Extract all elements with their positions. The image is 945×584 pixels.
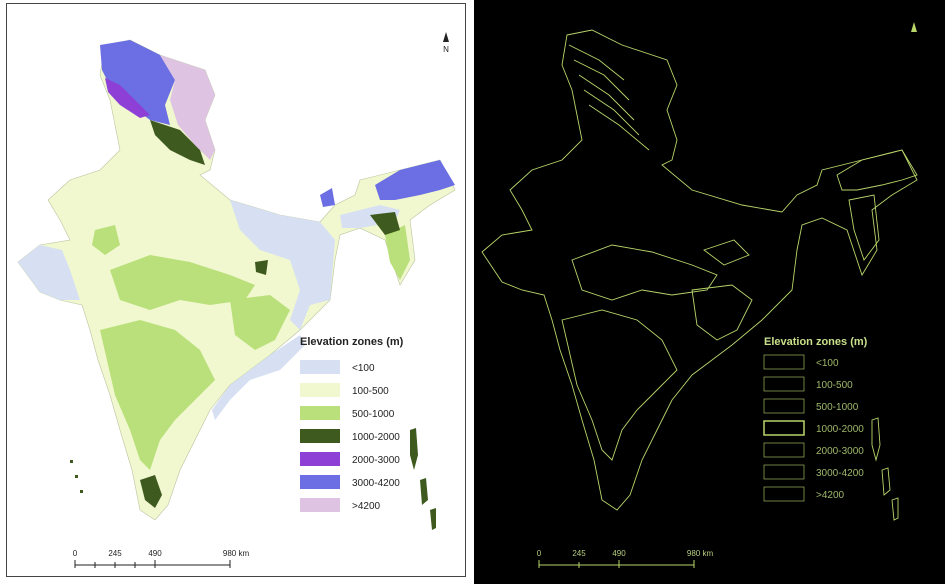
legend-label-1: 100-500 <box>816 380 853 391</box>
legend-label-6: >4200 <box>352 501 381 512</box>
zone-gt4200-ladakh <box>160 55 215 160</box>
zone-2000-3000-jk <box>105 78 150 118</box>
zone-500-1000-east <box>230 295 290 350</box>
zone-500-1000-central <box>110 255 255 310</box>
elevation-map-panel: N Elevation zones (m) <100 100-500 500-100… <box>0 0 470 584</box>
legend-label-0: <100 <box>816 358 839 369</box>
legend-label-4: 2000-3000 <box>816 446 864 457</box>
legend-label-2: 500-1000 <box>352 409 395 420</box>
zone-500-1000-deccan <box>100 320 215 470</box>
andaman-islands <box>410 428 436 530</box>
edge-map-panel: Elevation zones (m) <100 100-500 500-1000 1… <box>474 0 945 584</box>
edge-scale-tick-0: 0 <box>537 549 542 558</box>
legend-swatch-3 <box>763 420 805 436</box>
zone-lt100-west <box>18 245 80 300</box>
scale-tick-2: 490 <box>148 549 162 558</box>
zone-lt100-southcoast <box>212 335 305 420</box>
legend: <100 100-500 500-1000 1000-2000 2000-3000 300… <box>300 360 400 512</box>
scale-tick-1: 245 <box>108 549 122 558</box>
legend-label-2: 500-1000 <box>816 402 859 413</box>
legend-swatch-0 <box>763 354 805 370</box>
zone-3000-4200-sikkim <box>320 188 335 207</box>
zone-lt100-east <box>230 200 335 330</box>
legend-label-1: 100-500 <box>352 386 389 397</box>
legend-label-3: 1000-2000 <box>352 432 400 443</box>
edge-scale-bar: 0 245 490 980 km <box>537 549 714 568</box>
legend-label-6: >4200 <box>816 490 845 501</box>
edge-scale-tick-3: 980 km <box>687 549 714 558</box>
edge-legend: <100 100-500 500-1000 1000-2000 2000-3000 300… <box>763 354 864 502</box>
zone-500-1000-west <box>92 225 120 255</box>
zone-3000-4200-ne <box>375 160 455 200</box>
zone-1000-2000-ne <box>370 212 400 235</box>
scale-tick-0: 0 <box>73 549 78 558</box>
legend-label-5: 3000-4200 <box>352 478 400 489</box>
edge-map-contours <box>481 29 918 521</box>
north-arrow-icon: N <box>443 32 449 54</box>
zone-500-1000-ne <box>385 225 410 280</box>
legend-swatch-6 <box>300 498 340 512</box>
legend-swatch-0 <box>300 360 340 374</box>
edge-central-contours <box>561 244 718 461</box>
legend-label-4: 2000-3000 <box>352 455 400 466</box>
legend-swatch-4 <box>763 442 805 458</box>
edge-scale-tick-1: 245 <box>572 549 586 558</box>
legend-swatch-4 <box>300 452 340 466</box>
north-arrow-label: N <box>443 45 449 54</box>
zone-3000-4200-jk <box>100 40 175 125</box>
edge-jk-contours <box>568 44 650 151</box>
legend-label-5: 3000-4200 <box>816 468 864 479</box>
legend-swatch-3 <box>300 429 340 443</box>
zone-1000-2000-central-dots <box>255 260 268 275</box>
edge-map-svg: Elevation zones (m) <100 100-500 500-1000 1… <box>481 22 918 568</box>
edge-andaman-contours <box>871 417 899 521</box>
lakshadweep-islands <box>70 460 83 493</box>
legend-label-3: 1000-2000 <box>816 424 864 435</box>
legend-swatch-1 <box>300 383 340 397</box>
edge-north-arrow-icon <box>911 22 917 32</box>
zone-1000-2000-western-ghats <box>140 475 162 508</box>
legend-swatch-5 <box>300 475 340 489</box>
legend-swatch-5 <box>763 464 805 480</box>
edge-scale-tick-2: 490 <box>612 549 626 558</box>
legend-swatch-2 <box>300 406 340 420</box>
legend-swatch-6 <box>763 486 805 502</box>
elevation-map-svg: N Elevation zones (m) <100 100-500 500-100… <box>17 32 456 568</box>
legend-swatch-1 <box>763 376 805 392</box>
legend-swatch-2 <box>763 398 805 414</box>
edge-ne-contours <box>836 149 918 261</box>
scale-tick-3: 980 km <box>223 549 250 558</box>
edge-east-contours <box>691 239 753 341</box>
scale-bar: 0 245 490 980 km <box>73 549 250 568</box>
edge-india-outline <box>481 29 918 511</box>
legend-title: Elevation zones (m) <box>300 336 404 348</box>
edge-legend-title: Elevation zones (m) <box>764 336 868 348</box>
legend-label-0: <100 <box>352 363 375 374</box>
zone-1000-2000-himalaya <box>150 120 205 165</box>
